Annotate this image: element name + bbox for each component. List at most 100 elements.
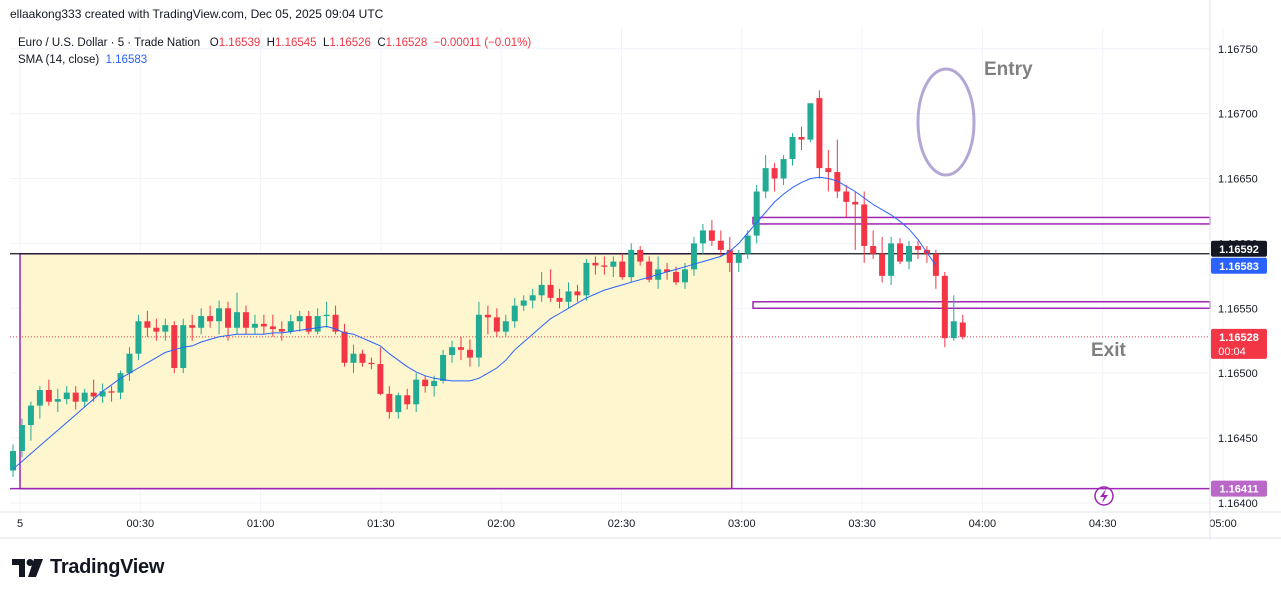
candle-body xyxy=(520,300,527,306)
candle-body xyxy=(735,253,742,263)
candle-body xyxy=(861,204,868,246)
candle-body xyxy=(108,391,115,393)
y-tick-label: 1.16550 xyxy=(1218,303,1258,315)
candle-body xyxy=(180,325,187,368)
price-tag-sma-bg xyxy=(1211,257,1267,274)
candle-body xyxy=(879,253,886,276)
candle-body xyxy=(269,326,276,330)
candle-body xyxy=(870,245,877,254)
candle-body xyxy=(888,243,895,276)
candle-body xyxy=(771,168,778,179)
candle-body xyxy=(45,390,52,402)
candle-body xyxy=(72,392,79,402)
candle-body xyxy=(413,379,420,405)
x-tick-label: 01:30 xyxy=(367,518,395,530)
candle-body xyxy=(950,321,957,339)
candle-body xyxy=(314,316,321,332)
sma-line xyxy=(12,176,937,470)
candle-body xyxy=(753,191,760,236)
candle-body xyxy=(556,297,563,302)
candle-body xyxy=(762,168,769,192)
candle-body xyxy=(153,327,160,332)
candle-body xyxy=(914,245,921,250)
lightning-bolt-icon xyxy=(1100,489,1108,503)
candle-body xyxy=(574,291,581,296)
candle-body xyxy=(511,305,518,322)
candle-body xyxy=(673,271,680,283)
entry-label: Entry xyxy=(984,59,1033,80)
candle-body xyxy=(135,321,142,354)
y-tick-label: 1.16500 xyxy=(1218,368,1258,380)
y-tick-label: 1.16750 xyxy=(1218,44,1258,56)
candle-body xyxy=(690,243,697,270)
candle-body xyxy=(207,316,214,322)
candle-body xyxy=(36,390,43,406)
header-text: ellaakong333 created with TradingView.co… xyxy=(10,7,384,21)
candle-body xyxy=(126,353,133,374)
x-tick-label: 04:30 xyxy=(1089,518,1117,530)
y-tick-label: 1.16650 xyxy=(1218,174,1258,186)
annotations: Entry Exit xyxy=(916,59,1127,506)
legend-l-label: L xyxy=(322,37,330,49)
candle-body xyxy=(117,373,124,393)
x-tick-label: 02:00 xyxy=(487,518,515,530)
upper-band-rect xyxy=(752,216,1211,225)
legend-low: 1.16526 xyxy=(329,37,371,49)
candle-body xyxy=(959,322,966,337)
candle-body xyxy=(90,392,97,397)
candle-body xyxy=(628,249,635,278)
chart-legend: Euro / U.S. Dollar · 5 · Trade Nation O1… xyxy=(18,35,531,69)
price-tag-resistance-bg xyxy=(1211,240,1267,257)
candle-body xyxy=(547,284,554,298)
candle-body xyxy=(726,249,733,263)
legend-o-label: O xyxy=(209,37,219,49)
x-tick-label: 05:00 xyxy=(1209,518,1237,530)
x-tick-label: 04:00 xyxy=(969,518,997,530)
candle-body xyxy=(493,317,500,332)
candle-body xyxy=(225,308,232,328)
chart-header: ellaakong333 created with TradingView.co… xyxy=(10,7,383,21)
candle-body xyxy=(63,392,70,400)
candle-body xyxy=(368,362,375,365)
candle-body xyxy=(699,230,706,244)
candle-body xyxy=(449,347,456,355)
candle-body xyxy=(484,314,491,318)
candle-body xyxy=(278,329,285,332)
exit-label: Exit xyxy=(1091,340,1127,361)
legend-sma-label: SMA (14, close) xyxy=(18,54,100,66)
candle-body xyxy=(682,269,688,283)
candle-body xyxy=(789,136,796,160)
candle-body xyxy=(251,323,258,328)
candle-body xyxy=(834,172,841,192)
candle-body xyxy=(216,308,223,322)
candle-body xyxy=(54,399,61,402)
candle-body xyxy=(458,347,464,350)
legend-ohlc-row: Euro / U.S. Dollar · 5 · Trade Nation O1… xyxy=(18,35,531,52)
candle-body xyxy=(843,191,850,202)
tradingview-logo-icon xyxy=(12,558,43,577)
candle-body xyxy=(897,243,904,262)
candle-body xyxy=(332,314,339,332)
candle-body xyxy=(341,331,348,363)
candle-body xyxy=(538,284,545,296)
lightning-icon[interactable] xyxy=(1094,486,1114,506)
candle-body xyxy=(780,159,787,179)
candle-body xyxy=(395,395,402,413)
price-tag-sma: 1.16583 xyxy=(1219,261,1259,273)
candle-body xyxy=(198,316,205,328)
candle-body xyxy=(18,425,25,452)
candle-body xyxy=(610,261,617,267)
y-tick-label: 1.16450 xyxy=(1218,433,1258,445)
candle-body xyxy=(359,353,366,363)
legend-high: 1.16545 xyxy=(274,37,317,49)
candle-body xyxy=(422,379,429,387)
candle-body xyxy=(646,261,653,280)
candle-body xyxy=(10,451,16,471)
candle-body xyxy=(440,354,447,381)
candle-body xyxy=(852,201,859,205)
candle-body xyxy=(583,262,590,296)
candle-body xyxy=(565,291,572,302)
candle-body xyxy=(431,380,438,387)
price-tag-last: 1.16528 xyxy=(1219,332,1259,344)
